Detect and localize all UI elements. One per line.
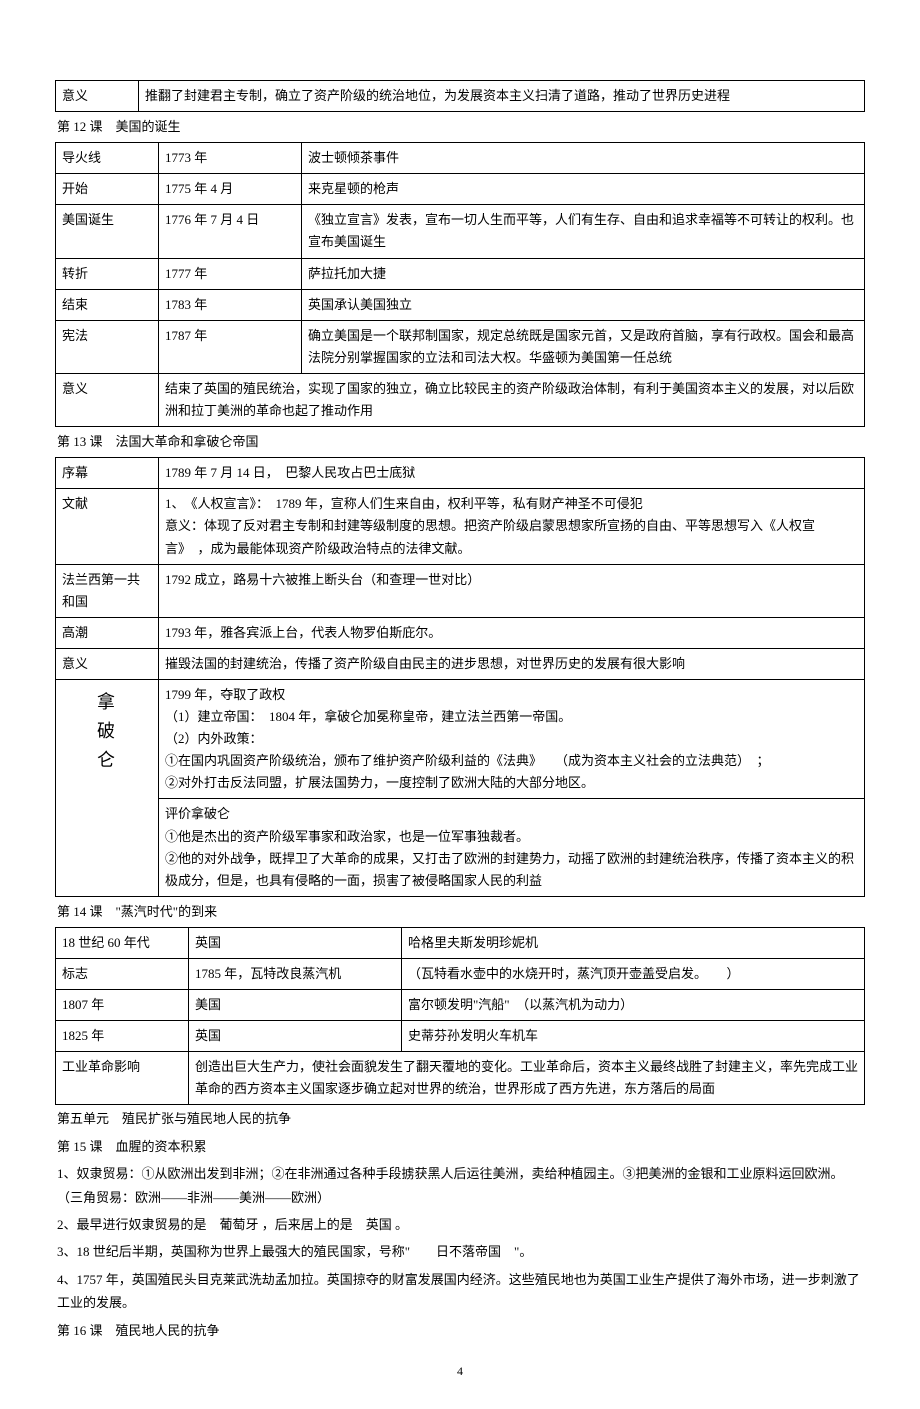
cell-content: 创造出巨大生产力，使社会面貌发生了翻天覆地的变化。工业革命后，资本主义最终战胜了…: [189, 1052, 865, 1105]
cell-label: 1807 年: [56, 990, 189, 1021]
cell-date: 1783 年: [159, 289, 302, 320]
cell-content: （瓦特看水壶中的水烧开时，蒸汽顶开壶盖受启发。 ）: [402, 959, 865, 990]
cell-label: 开始: [56, 174, 159, 205]
cell-date: 1773 年: [159, 143, 302, 174]
paragraph: 1、奴隶贸易：①从欧洲出发到非洲；②在非洲通过各种手段掳获黑人后运往美洲，卖给种…: [55, 1160, 865, 1211]
cell-mid: 1785 年，瓦特改良蒸汽机: [189, 959, 402, 990]
cell-label: 1825 年: [56, 1021, 189, 1052]
cell-content: 《独立宣言》发表，宣布一切人生而平等，人们有生存、自由和追求幸福等不可转让的权利…: [302, 205, 865, 258]
cell-content: 萨拉托加大捷: [302, 258, 865, 289]
cell-content: 1789 年 7 月 14 日， 巴黎人民攻占巴士底狱: [159, 458, 865, 489]
cell-label: 文献: [56, 489, 159, 564]
cell-content: 结束了英国的殖民统治，实现了国家的独立，确立比较民主的资产阶级政治体制，有利于美…: [159, 373, 865, 426]
cell-date: 1777 年: [159, 258, 302, 289]
cell-label: 意义: [56, 81, 139, 112]
paragraph: 2、最早进行奴隶贸易的是 葡萄牙 ，后来居上的是 英国 。: [55, 1211, 865, 1238]
cell-content: 1792 成立，路易十六被推上断头台（和查理一世对比）: [159, 564, 865, 617]
cell-napoleon-label: 拿破仑: [56, 679, 159, 896]
heading-lesson12: 第 12 课 美国的诞生: [55, 112, 865, 142]
cell-label: 标志: [56, 959, 189, 990]
paragraph: 3、18 世纪后半期，英国称为世界上最强大的殖民国家，号称" 日不落帝国 "。: [55, 1238, 865, 1265]
heading-lesson14: 第 14 课 "蒸汽时代"的到来: [55, 897, 865, 927]
cell-content: 波士顿倾茶事件: [302, 143, 865, 174]
cell-mid: 英国: [189, 1021, 402, 1052]
heading-unit5: 第五单元 殖民扩张与殖民地人民的抗争: [55, 1105, 865, 1132]
cell-label: 宪法: [56, 320, 159, 373]
cell-label: 意义: [56, 373, 159, 426]
table-lesson14: 18 世纪 60 年代英国哈格里夫斯发明珍妮机标志1785 年，瓦特改良蒸汽机（…: [55, 927, 865, 1106]
cell-label: 结束: [56, 289, 159, 320]
cell-content: 摧毁法国的封建统治，传播了资产阶级自由民主的进步思想，对世界历史的发展有很大影响: [159, 648, 865, 679]
cell-content: 1799 年，夺取了政权（1）建立帝国： 1804 年，拿破仑加冕称皇帝，建立法…: [159, 679, 865, 798]
cell-content: 1、 《人权宣言》： 1789 年，宣称人们生来自由，权利平等，私有财产神圣不可…: [159, 489, 865, 564]
cell-date: 1775 年 4 月: [159, 174, 302, 205]
cell-content: 确立美国是一个联邦制国家，规定总统既是国家元首，又是政府首脑，享有行政权。国会和…: [302, 320, 865, 373]
page-number: 4: [55, 1364, 865, 1379]
cell-label: 意义: [56, 648, 159, 679]
cell-label: 法兰西第一共和国: [56, 564, 159, 617]
cell-label: 序幕: [56, 458, 159, 489]
cell-mid: 美国: [189, 990, 402, 1021]
cell-content: 推翻了封建君主专制，确立了资产阶级的统治地位，为发展资本主义扫清了道路，推动了世…: [139, 81, 865, 112]
cell-label: 转折: [56, 258, 159, 289]
table-lesson11-end: 意义 推翻了封建君主专制，确立了资产阶级的统治地位，为发展资本主义扫清了道路，推…: [55, 80, 865, 112]
cell-content: 1793 年，雅各宾派上台，代表人物罗伯斯庇尔。: [159, 617, 865, 648]
heading-lesson15: 第 15 课 血腥的资本积累: [55, 1133, 865, 1160]
heading-lesson13: 第 13 课 法国大革命和拿破仑帝国: [55, 427, 865, 457]
cell-content: 评价拿破仑①他是杰出的资产阶级军事家和政治家，也是一位军事独裁者。②他的对外战争…: [159, 799, 865, 896]
cell-content: 哈格里夫斯发明珍妮机: [402, 927, 865, 958]
cell-content: 富尔顿发明"汽船" （以蒸汽机为动力）: [402, 990, 865, 1021]
table-lesson13: 序幕 1789 年 7 月 14 日， 巴黎人民攻占巴士底狱 文献 1、 《人权…: [55, 457, 865, 897]
cell-date: 1776 年 7 月 4 日: [159, 205, 302, 258]
cell-label: 导火线: [56, 143, 159, 174]
cell-content: 史蒂芬孙发明火车机车: [402, 1021, 865, 1052]
cell-label: 18 世纪 60 年代: [56, 927, 189, 958]
heading-lesson16: 第 16 课 殖民地人民的抗争: [55, 1317, 865, 1344]
cell-date: 1787 年: [159, 320, 302, 373]
table-lesson12: 导火线1773 年波士顿倾茶事件开始1775 年 4 月来克星顿的枪声美国诞生1…: [55, 142, 865, 427]
paragraph: 4、1757 年，英国殖民头目克莱武洗劫孟加拉。英国掠夺的财富发展国内经济。这些…: [55, 1266, 865, 1317]
cell-content: 来克星顿的枪声: [302, 174, 865, 205]
cell-mid: 英国: [189, 927, 402, 958]
cell-label: 美国诞生: [56, 205, 159, 258]
cell-content: 英国承认美国独立: [302, 289, 865, 320]
cell-label: 工业革命影响: [56, 1052, 189, 1105]
cell-label: 高潮: [56, 617, 159, 648]
